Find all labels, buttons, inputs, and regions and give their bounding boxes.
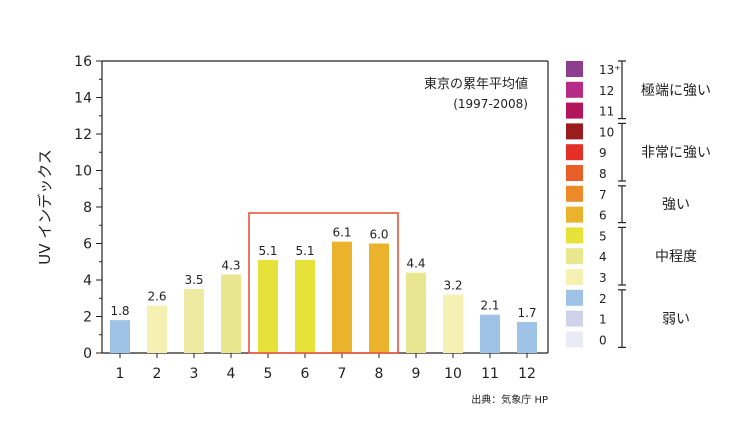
y-tick-label: 10	[74, 164, 92, 180]
x-tick-label: 1	[116, 366, 125, 382]
legend-swatch	[566, 144, 583, 161]
legend-value-label: 13⁺	[599, 63, 621, 77]
legend-swatch	[566, 206, 583, 223]
x-tick-label: 3	[190, 366, 199, 382]
legend-value-label: 5	[599, 229, 607, 243]
bar-value-label: 4.4	[406, 257, 425, 271]
legend-swatch	[566, 248, 583, 265]
x-ticks: 1 2 3 4 5 6 7 8 9 10 11 12	[116, 353, 536, 382]
legend-swatch	[566, 331, 583, 348]
legend-swatch	[566, 310, 583, 327]
x-tick-label: 8	[375, 366, 384, 382]
chart-subtitle: (1997-2008)	[453, 97, 528, 111]
legend-category-label: 極端に強い	[641, 83, 711, 99]
bar	[184, 289, 204, 353]
x-tick-label: 10	[444, 366, 462, 382]
x-tick-label: 7	[338, 366, 347, 382]
x-tick-label: 11	[481, 366, 499, 382]
legend-value-label: 1	[599, 313, 607, 327]
legend-category-label: 非常に強い	[641, 145, 711, 161]
legend-value-label: 8	[599, 167, 607, 181]
legend-swatch	[566, 165, 583, 181]
bar	[221, 274, 241, 353]
bar-value-label: 3.5	[184, 273, 203, 287]
bar	[258, 259, 278, 353]
legend-category-label: 強い	[662, 197, 690, 213]
bar-value-label: 2.1	[480, 299, 499, 313]
legend-swatch	[566, 61, 583, 77]
bar	[406, 272, 426, 353]
bars-group: 1.8 2.6 3.5 4.3 5.1 5.1 6.1 6.0 4.4 3.2 2.1 1.7	[110, 226, 537, 353]
legend-value-label: 0	[599, 333, 607, 347]
bar	[517, 321, 537, 353]
legend-value-label: 7	[599, 188, 607, 202]
x-tick-label: 4	[227, 366, 236, 382]
legend-swatch	[566, 102, 583, 119]
legend-value-label: 12	[599, 84, 614, 98]
legend-swatch	[566, 123, 583, 140]
legend-value-label: 4	[599, 250, 607, 264]
y-tick-label: 2	[83, 310, 92, 326]
y-axis-label: UV インデックス	[36, 149, 54, 265]
legend-swatch	[566, 269, 583, 285]
bar-value-label: 4.3	[221, 259, 240, 273]
bar	[332, 241, 352, 353]
x-tick-label: 5	[264, 366, 273, 382]
bar-value-label: 5.1	[295, 244, 314, 258]
bar	[110, 320, 130, 353]
legend-value-label: 10	[599, 125, 614, 139]
legend-value-label: 2	[599, 292, 607, 306]
y-tick-label: 14	[74, 91, 92, 107]
bar-value-label: 1.8	[110, 304, 129, 318]
y-tick-label: 0	[83, 346, 92, 362]
legend-swatch	[566, 81, 583, 98]
y-tick-label: 16	[74, 54, 92, 70]
y-tick-label: 6	[83, 237, 92, 253]
bar	[369, 243, 389, 353]
x-tick-label: 9	[412, 366, 421, 382]
source-note: 出典：気象庁 HP	[471, 393, 548, 406]
legend-value-label: 6	[599, 209, 607, 223]
x-tick-label: 6	[301, 366, 310, 382]
legend-value-label: 9	[599, 146, 607, 160]
bar-value-label: 3.2	[443, 279, 462, 293]
bar-value-label: 1.7	[517, 306, 536, 320]
bar-value-label: 2.6	[147, 290, 166, 304]
bar-value-label: 6.1	[332, 226, 351, 240]
y-ticks: 0 2 4 6 8 10 12 14 16	[74, 54, 102, 362]
bar	[147, 305, 167, 353]
legend-value-label: 3	[599, 271, 607, 285]
y-tick-label: 8	[83, 200, 92, 216]
x-tick-label: 2	[153, 366, 162, 382]
legend-swatch	[566, 185, 583, 202]
chart-title: 東京の累年平均値	[424, 76, 528, 92]
bar-value-label: 5.1	[258, 244, 277, 258]
legend-category-label: 弱い	[662, 312, 690, 328]
bar-value-label: 6.0	[369, 228, 388, 242]
bar	[443, 294, 463, 353]
legend-swatch	[566, 289, 583, 306]
bar	[295, 259, 315, 353]
y-tick-label: 4	[83, 273, 92, 289]
bar	[480, 314, 500, 353]
legend-value-label: 11	[599, 105, 614, 119]
y-tick-label: 12	[74, 127, 92, 143]
x-tick-label: 12	[518, 366, 536, 382]
legend-swatch	[566, 227, 583, 244]
legend-category-label: 中程度	[655, 249, 697, 265]
highlight-box	[248, 212, 399, 354]
